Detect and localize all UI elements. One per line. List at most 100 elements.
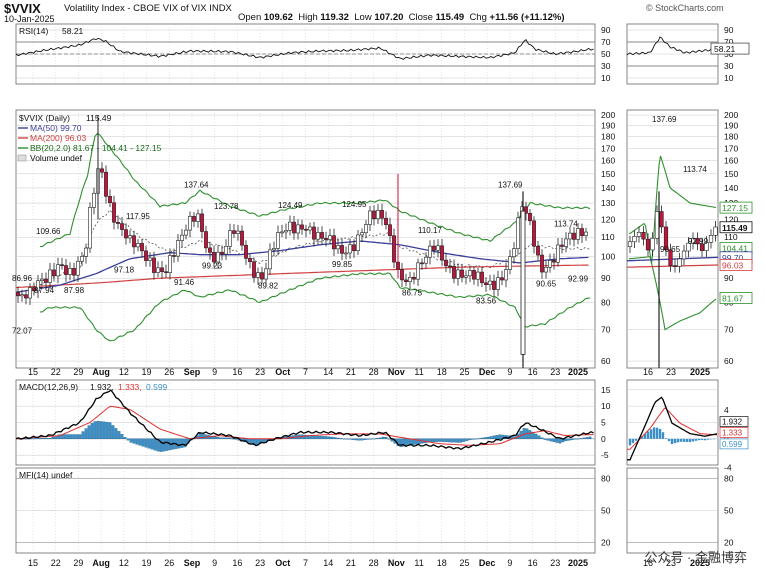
macd-histogram-bar [327, 436, 331, 439]
price-candle [480, 271, 484, 284]
price-candle [304, 228, 308, 231]
price-annotation: 99.23 [202, 261, 223, 270]
ma200-line [15, 264, 589, 289]
macd-histogram-bar [534, 433, 538, 439]
macd-histogram-bar [51, 436, 55, 439]
macd-histogram-bar [303, 434, 307, 439]
macd-inset-hist-bar [694, 438, 698, 441]
x-tick-label-main: 29 [73, 367, 83, 377]
volume-legend-swatch [17, 154, 27, 162]
x-tick-label-main: 22 [51, 367, 61, 377]
x-tick-label-bottom: 7 [303, 558, 308, 568]
price-candle [356, 234, 360, 252]
price-annotation: 89.82 [258, 282, 279, 291]
macd-histogram-bar [234, 438, 238, 440]
rsi-inset-y-tick: 90 [724, 25, 734, 35]
price-candle [248, 258, 252, 262]
macd-inset-hist-bar [643, 433, 647, 439]
price-right-label: 99.70 [722, 253, 744, 263]
price-candle [348, 244, 352, 254]
macd-histogram-bar [435, 438, 439, 442]
price-y-tick: 120 [601, 214, 615, 224]
price-candle [312, 226, 316, 240]
x-tick-label-main: 15 [28, 367, 38, 377]
macd-inset-hist-bar [676, 438, 680, 443]
macd-line [15, 389, 594, 451]
price-candle [152, 257, 156, 273]
macd-histogram-bar [129, 438, 133, 443]
macd-histogram-bar [495, 435, 499, 439]
price-inset-y-tick: 70 [724, 325, 734, 335]
price-candle [68, 268, 72, 275]
macd-inset-hist-bar [700, 438, 704, 441]
x-tick-label-main: 26 [164, 367, 174, 377]
macd-histogram-bar [255, 438, 259, 445]
macd-histogram-bar [345, 438, 349, 440]
macd-inset-value: 0.599 [722, 440, 743, 449]
price-annotation: 97.18 [114, 266, 135, 275]
macd-histogram-bar [360, 438, 364, 441]
macd-inset-hist-bar [664, 438, 668, 439]
mfi-inset-y-tick: 20 [724, 537, 734, 547]
macd-histogram-bar [459, 438, 463, 443]
price-candle [568, 232, 572, 240]
price-candle [388, 224, 392, 236]
x-tick-label-bottom: 23 [255, 558, 265, 568]
macd-histogram-bar [141, 438, 145, 447]
price-candle [296, 224, 300, 234]
x-tick-label-bottom: 26 [164, 558, 174, 568]
macd-histogram-bar [249, 438, 253, 444]
price-candle [80, 256, 84, 262]
price-candle [564, 238, 568, 247]
price-candle [104, 171, 108, 197]
macd-histogram-bar [381, 436, 385, 439]
inset-annotation: 113.74 [683, 165, 707, 174]
macd-inset-signal [627, 407, 718, 450]
price-candle [144, 250, 148, 261]
price-candle [400, 269, 404, 281]
price-annotation: 110.17 [418, 226, 442, 235]
price-candle [280, 231, 284, 234]
price-candle [500, 277, 504, 281]
macd-histogram-bar [480, 437, 484, 439]
macd-histogram-bar [90, 423, 94, 439]
macd-inset-value: 1.932 [722, 418, 743, 427]
price-y-tick: 180 [601, 132, 615, 142]
macd-histogram-bar [375, 438, 379, 439]
high-label: High [298, 12, 318, 23]
macd-histogram-bar [159, 438, 163, 452]
macd-inset-hist-bar [661, 432, 665, 439]
macd-inset-hist-bar [655, 427, 659, 439]
macd-histogram-bar [147, 438, 151, 449]
rsi-inset-line [626, 36, 718, 56]
price-candle [200, 213, 204, 232]
price-inset-y-tick: 200 [724, 110, 738, 120]
price-title: $VVIX (Daily) [19, 113, 70, 123]
macd-y-tick: 15 [601, 385, 611, 395]
price-candle-dec [520, 210, 526, 355]
price-annotation: 72.07 [12, 327, 33, 336]
macd-histogram-bar [528, 430, 532, 439]
price-candle [276, 232, 280, 249]
macd-histogram-bar [432, 438, 436, 443]
x-tick-label-main: 12 [119, 367, 129, 377]
price-value-box [719, 259, 753, 271]
price-candle [188, 216, 192, 231]
inset-annotation-low2: 92.99 [688, 237, 709, 246]
macd-histogram-bar [315, 435, 319, 439]
rsi-y-tick: 70 [601, 37, 611, 47]
price-y-tick: 70 [601, 325, 611, 335]
macd-histogram-bar [453, 438, 457, 443]
macd-histogram-bar [486, 436, 490, 439]
macd-histogram-bar [426, 438, 430, 443]
macd-inset-hist-bar [688, 438, 692, 443]
chart-date: 10-Jan-2025 [4, 14, 55, 24]
price-candle [496, 277, 500, 290]
macd-histogram-bar [99, 421, 103, 439]
x-tick-label-main: 2025 [568, 367, 588, 377]
macd-histogram-bar [363, 438, 367, 440]
price-y-tick: 100 [601, 252, 615, 262]
inset-annotation-high: 137.69 [652, 115, 677, 124]
price-candle [220, 251, 224, 255]
mfi-inset-y-tick: 80 [724, 474, 734, 484]
